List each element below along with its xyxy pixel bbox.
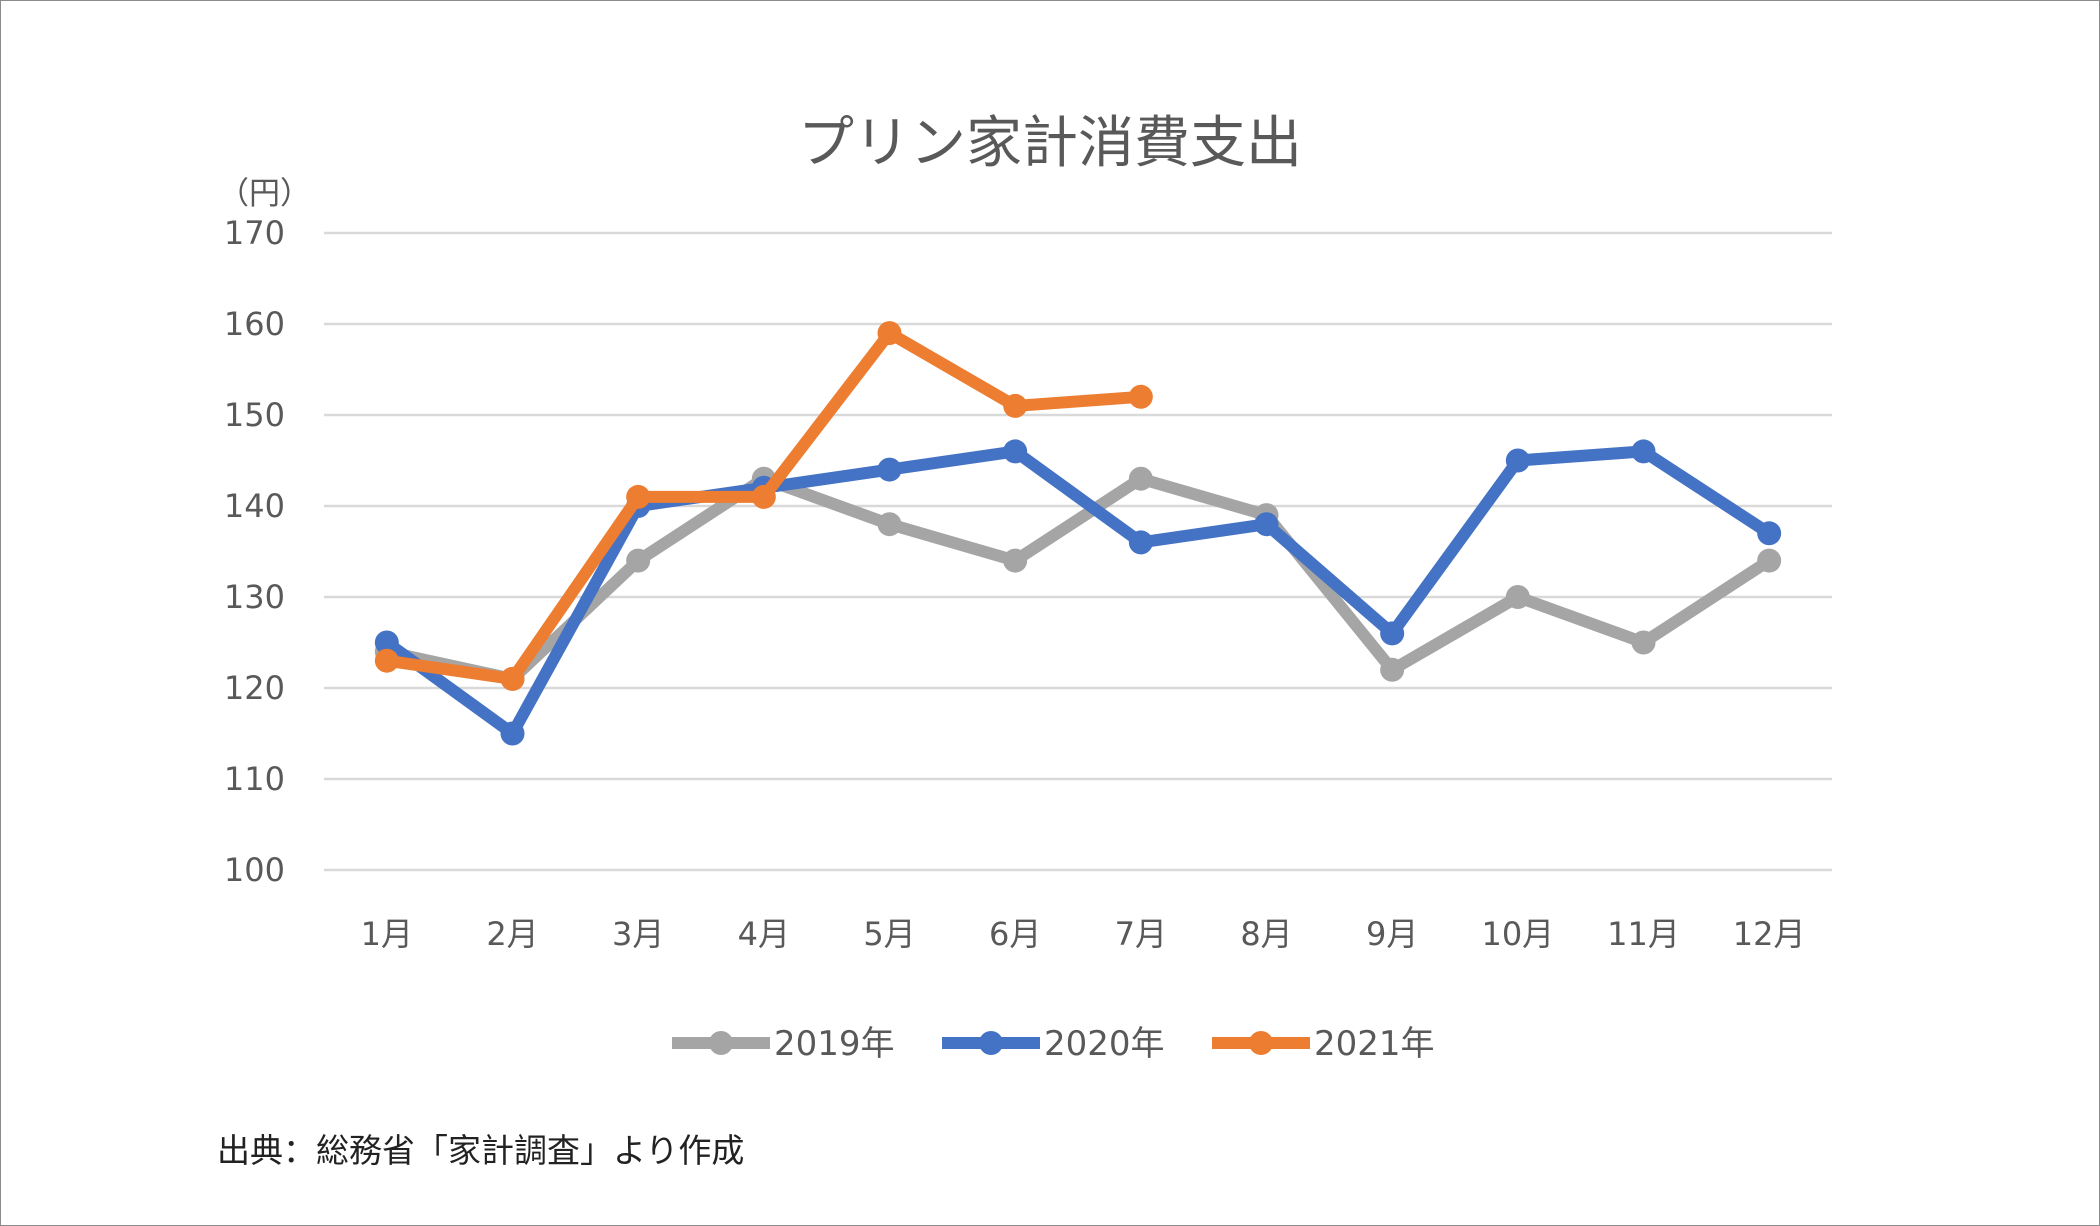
x-tick-label: 3月 xyxy=(612,915,664,953)
data-point xyxy=(374,630,399,655)
legend-label: 2021年 xyxy=(1314,1024,1435,1064)
x-tick-label: 4月 xyxy=(738,915,790,953)
y-tick-label: 150 xyxy=(224,396,285,434)
source-note: 出典：総務省「家計調査」より作成 xyxy=(217,1131,745,1170)
x-tick-label: 12月 xyxy=(1733,915,1806,953)
data-point xyxy=(1128,530,1153,555)
data-point xyxy=(1380,621,1405,646)
y-tick-label: 120 xyxy=(224,669,285,707)
data-point xyxy=(1757,521,1782,546)
data-point xyxy=(1128,466,1153,491)
x-tick-label: 7月 xyxy=(1115,915,1167,953)
data-point xyxy=(1505,448,1530,473)
data-point xyxy=(626,548,651,573)
data-point xyxy=(877,321,902,346)
x-tick-label: 2月 xyxy=(486,915,538,953)
legend-label: 2019年 xyxy=(774,1024,895,1064)
legend-marker xyxy=(1249,1031,1273,1055)
legend-marker xyxy=(979,1031,1003,1055)
data-point xyxy=(1254,512,1279,537)
x-tick-label: 9月 xyxy=(1366,915,1418,953)
series-line-2019年 xyxy=(380,472,1776,685)
y-tick-label: 140 xyxy=(224,487,285,525)
y-axis-unit-label: （円） xyxy=(218,176,311,212)
legend-label: 2020年 xyxy=(1044,1024,1165,1064)
y-tick-label: 110 xyxy=(224,760,285,798)
x-tick-label: 5月 xyxy=(863,915,915,953)
data-point xyxy=(1380,657,1405,682)
data-point xyxy=(751,484,776,509)
data-point xyxy=(1003,548,1028,573)
y-tick-label: 130 xyxy=(224,578,285,616)
data-point xyxy=(877,512,902,537)
chart-title: プリン家計消費支出 xyxy=(798,111,1302,176)
data-point xyxy=(1003,393,1028,418)
x-tick-label: 8月 xyxy=(1240,915,1292,953)
x-tick-label: 1月 xyxy=(361,915,413,953)
data-point xyxy=(1757,548,1782,573)
x-tick-label: 10月 xyxy=(1481,915,1554,953)
data-point xyxy=(374,648,399,673)
y-tick-label: 160 xyxy=(224,305,285,343)
data-point xyxy=(1128,384,1153,409)
data-point xyxy=(1631,439,1656,464)
data-point xyxy=(1631,630,1656,655)
data-point xyxy=(1003,439,1028,464)
y-tick-label: 170 xyxy=(224,214,285,252)
x-tick-label: 11月 xyxy=(1607,915,1680,953)
data-point xyxy=(500,721,525,746)
data-point xyxy=(877,457,902,482)
data-point xyxy=(1505,585,1530,609)
y-tick-label: 100 xyxy=(224,851,285,889)
legend-marker xyxy=(709,1031,733,1055)
data-point xyxy=(500,666,525,691)
x-tick-label: 6月 xyxy=(989,915,1041,953)
series-line-2020年 xyxy=(380,445,1776,740)
data-point xyxy=(626,484,651,509)
